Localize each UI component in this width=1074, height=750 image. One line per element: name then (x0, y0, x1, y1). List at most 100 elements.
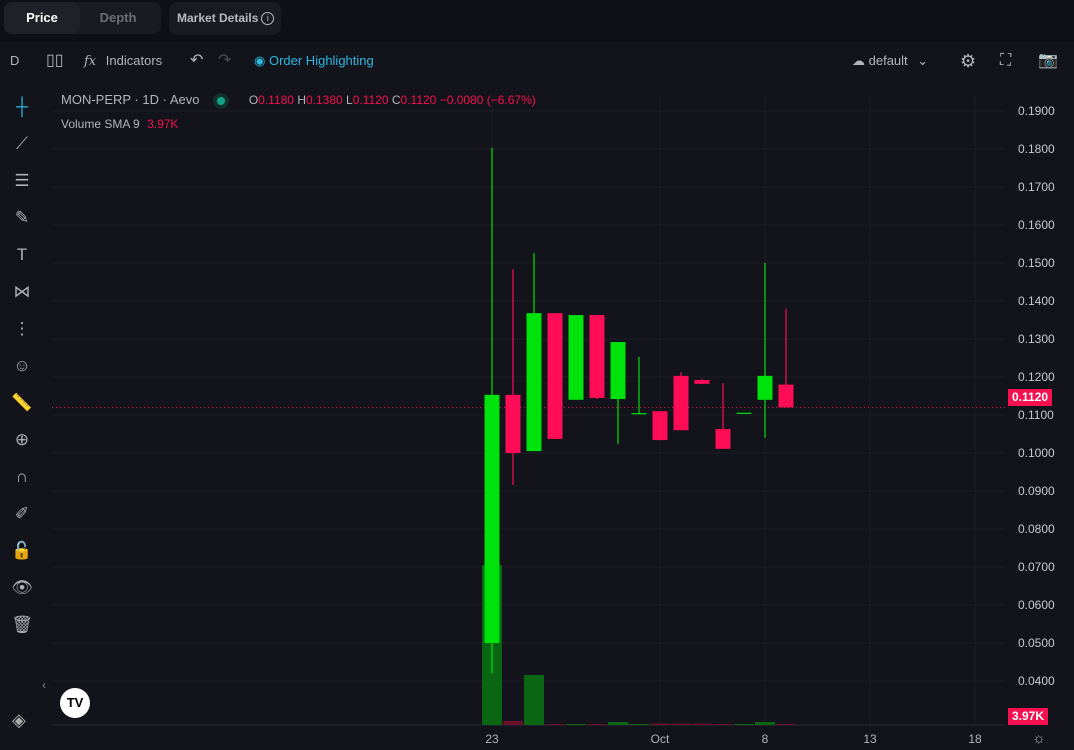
magnet-icon[interactable]: ∩ (15, 466, 29, 486)
camera-icon[interactable]: 📷 (1038, 52, 1058, 69)
candle-body (526, 313, 542, 452)
market-status-icon (213, 92, 230, 109)
candle-body (778, 384, 794, 408)
volume-bar (692, 723, 712, 725)
change-value: −0.0080 (−6.67%) (439, 93, 536, 107)
volume-bar (524, 675, 544, 725)
ruler-icon[interactable]: 📏 (11, 392, 33, 412)
price-tick: 0.0700 (1018, 560, 1055, 574)
high-value: 0.1380 (305, 93, 343, 107)
candle-body (547, 313, 563, 439)
tradingview-logo[interactable]: TV (60, 688, 90, 718)
trend-line-icon[interactable]: ⟋ (16, 133, 28, 153)
volume-bar (776, 724, 796, 725)
time-tick: 18 (968, 732, 982, 746)
open-label: O (248, 93, 259, 107)
candle-body (589, 315, 605, 398)
trash-icon[interactable]: 🗑 (11, 614, 33, 634)
undo-icon[interactable]: ↶ (190, 52, 204, 69)
zoom-in-icon[interactable]: ⊕ (14, 429, 30, 449)
volume-bar (713, 724, 733, 725)
candle-body (736, 412, 752, 414)
candle-body (757, 375, 773, 400)
brush-icon[interactable]: ✎ (14, 207, 30, 227)
text-icon[interactable]: T (16, 244, 28, 264)
candle-body (715, 429, 731, 449)
candle-body (673, 375, 689, 431)
volume-bar (608, 722, 628, 725)
redo-icon[interactable]: ↷ (218, 52, 232, 69)
time-tick: 8 (761, 732, 769, 746)
price-tick: 0.1600 (1018, 218, 1055, 232)
volume-bar (734, 724, 754, 725)
price-tick: 0.1700 (1018, 180, 1055, 194)
price-tick: 0.1200 (1018, 370, 1055, 384)
low-label: L (346, 93, 353, 107)
price-tick: 0.1400 (1018, 294, 1055, 308)
high-label: H (297, 93, 306, 107)
close-label: C (391, 93, 401, 107)
symbol-label: MON-PERP · 1D · Aevo (61, 92, 200, 107)
order-highlighting-label: Order Highlighting (268, 53, 374, 68)
emoji-icon[interactable]: ☺ (13, 355, 31, 375)
collapse-icon[interactable]: ‹ (42, 678, 46, 692)
volume-legend: Volume SMA 9 3.97K (61, 117, 178, 131)
chevron-down-icon: ⌄ (917, 53, 929, 68)
tab-depth[interactable]: Depth (99, 10, 137, 25)
candle-body (694, 380, 710, 384)
volume-bar (503, 721, 523, 725)
pattern-icon[interactable]: ⋈ (13, 281, 31, 301)
volume-value: 3.97K (147, 117, 179, 131)
eye-icon: ◉ (254, 53, 266, 68)
volume-bar (587, 724, 607, 725)
drawing-toolbar: ┼ ⟋ ☰ ✎ T ⋈ ⋮ ☺ 📏 ⊕ ∩ ✐ 🔓 👁 🗑 (0, 88, 44, 643)
price-tick: 0.1000 (1018, 446, 1055, 460)
tab-price[interactable]: Price (4, 2, 80, 34)
candle-type-icon[interactable]: ▯▯ (46, 52, 64, 69)
price-tick: 0.1900 (1018, 104, 1055, 118)
price-tick: 0.0600 (1018, 598, 1055, 612)
low-value: 0.1120 (352, 93, 389, 107)
price-tick: 0.1500 (1018, 256, 1055, 270)
time-tick: 13 (863, 732, 877, 746)
crosshair-icon[interactable]: ┼ (15, 96, 29, 116)
forecast-icon[interactable]: ⋮ (13, 318, 31, 338)
settings-gear-icon[interactable]: ⚙ (960, 51, 977, 71)
indicators-button[interactable]: fx Indicators (84, 50, 162, 72)
volume-bar (755, 722, 775, 725)
volume-bar (671, 723, 691, 725)
info-icon: i (261, 12, 275, 26)
order-highlighting-button[interactable]: ◉ Order Highlighting (254, 50, 374, 72)
close-value: 0.1120 (400, 93, 437, 107)
cloud-icon: ☁ (852, 53, 865, 68)
market-details-label: Market Details (177, 11, 259, 25)
layout-button[interactable]: ☁ default ⌄ (852, 50, 928, 72)
candle-body (505, 394, 521, 453)
volume-bar (650, 723, 670, 725)
layers-icon[interactable]: ◈ (12, 710, 26, 730)
price-tick: 0.1100 (1018, 408, 1054, 422)
fib-icon[interactable]: ☰ (14, 170, 30, 190)
fx-icon: fx (84, 54, 97, 69)
brightness-icon[interactable]: ☼ (1032, 730, 1046, 747)
volume-bar (545, 724, 565, 725)
price-tick: 0.1300 (1018, 332, 1055, 346)
candle-body (610, 342, 626, 400)
price-tick: 0.0400 (1018, 674, 1055, 688)
time-tick: Oct (650, 732, 670, 746)
candle-body (631, 413, 647, 415)
view-tabs: Price Depth (4, 2, 161, 34)
volume-bar (629, 724, 649, 725)
price-tick: 0.1800 (1018, 142, 1055, 156)
volume-badge: 3.97K (1008, 708, 1049, 725)
indicators-label: Indicators (105, 53, 163, 68)
layout-label: default (868, 53, 908, 68)
interval-button[interactable]: D (10, 53, 20, 68)
fullscreen-icon[interactable]: ⛶ (1000, 52, 1012, 69)
eye-icon[interactable]: 👁 (11, 577, 33, 597)
unlock-icon[interactable]: 🔓 (11, 540, 33, 560)
market-details-button[interactable]: Market Details i (169, 2, 281, 35)
time-tick: 23 (485, 732, 499, 746)
lock-drawing-icon[interactable]: ✐ (14, 503, 30, 523)
